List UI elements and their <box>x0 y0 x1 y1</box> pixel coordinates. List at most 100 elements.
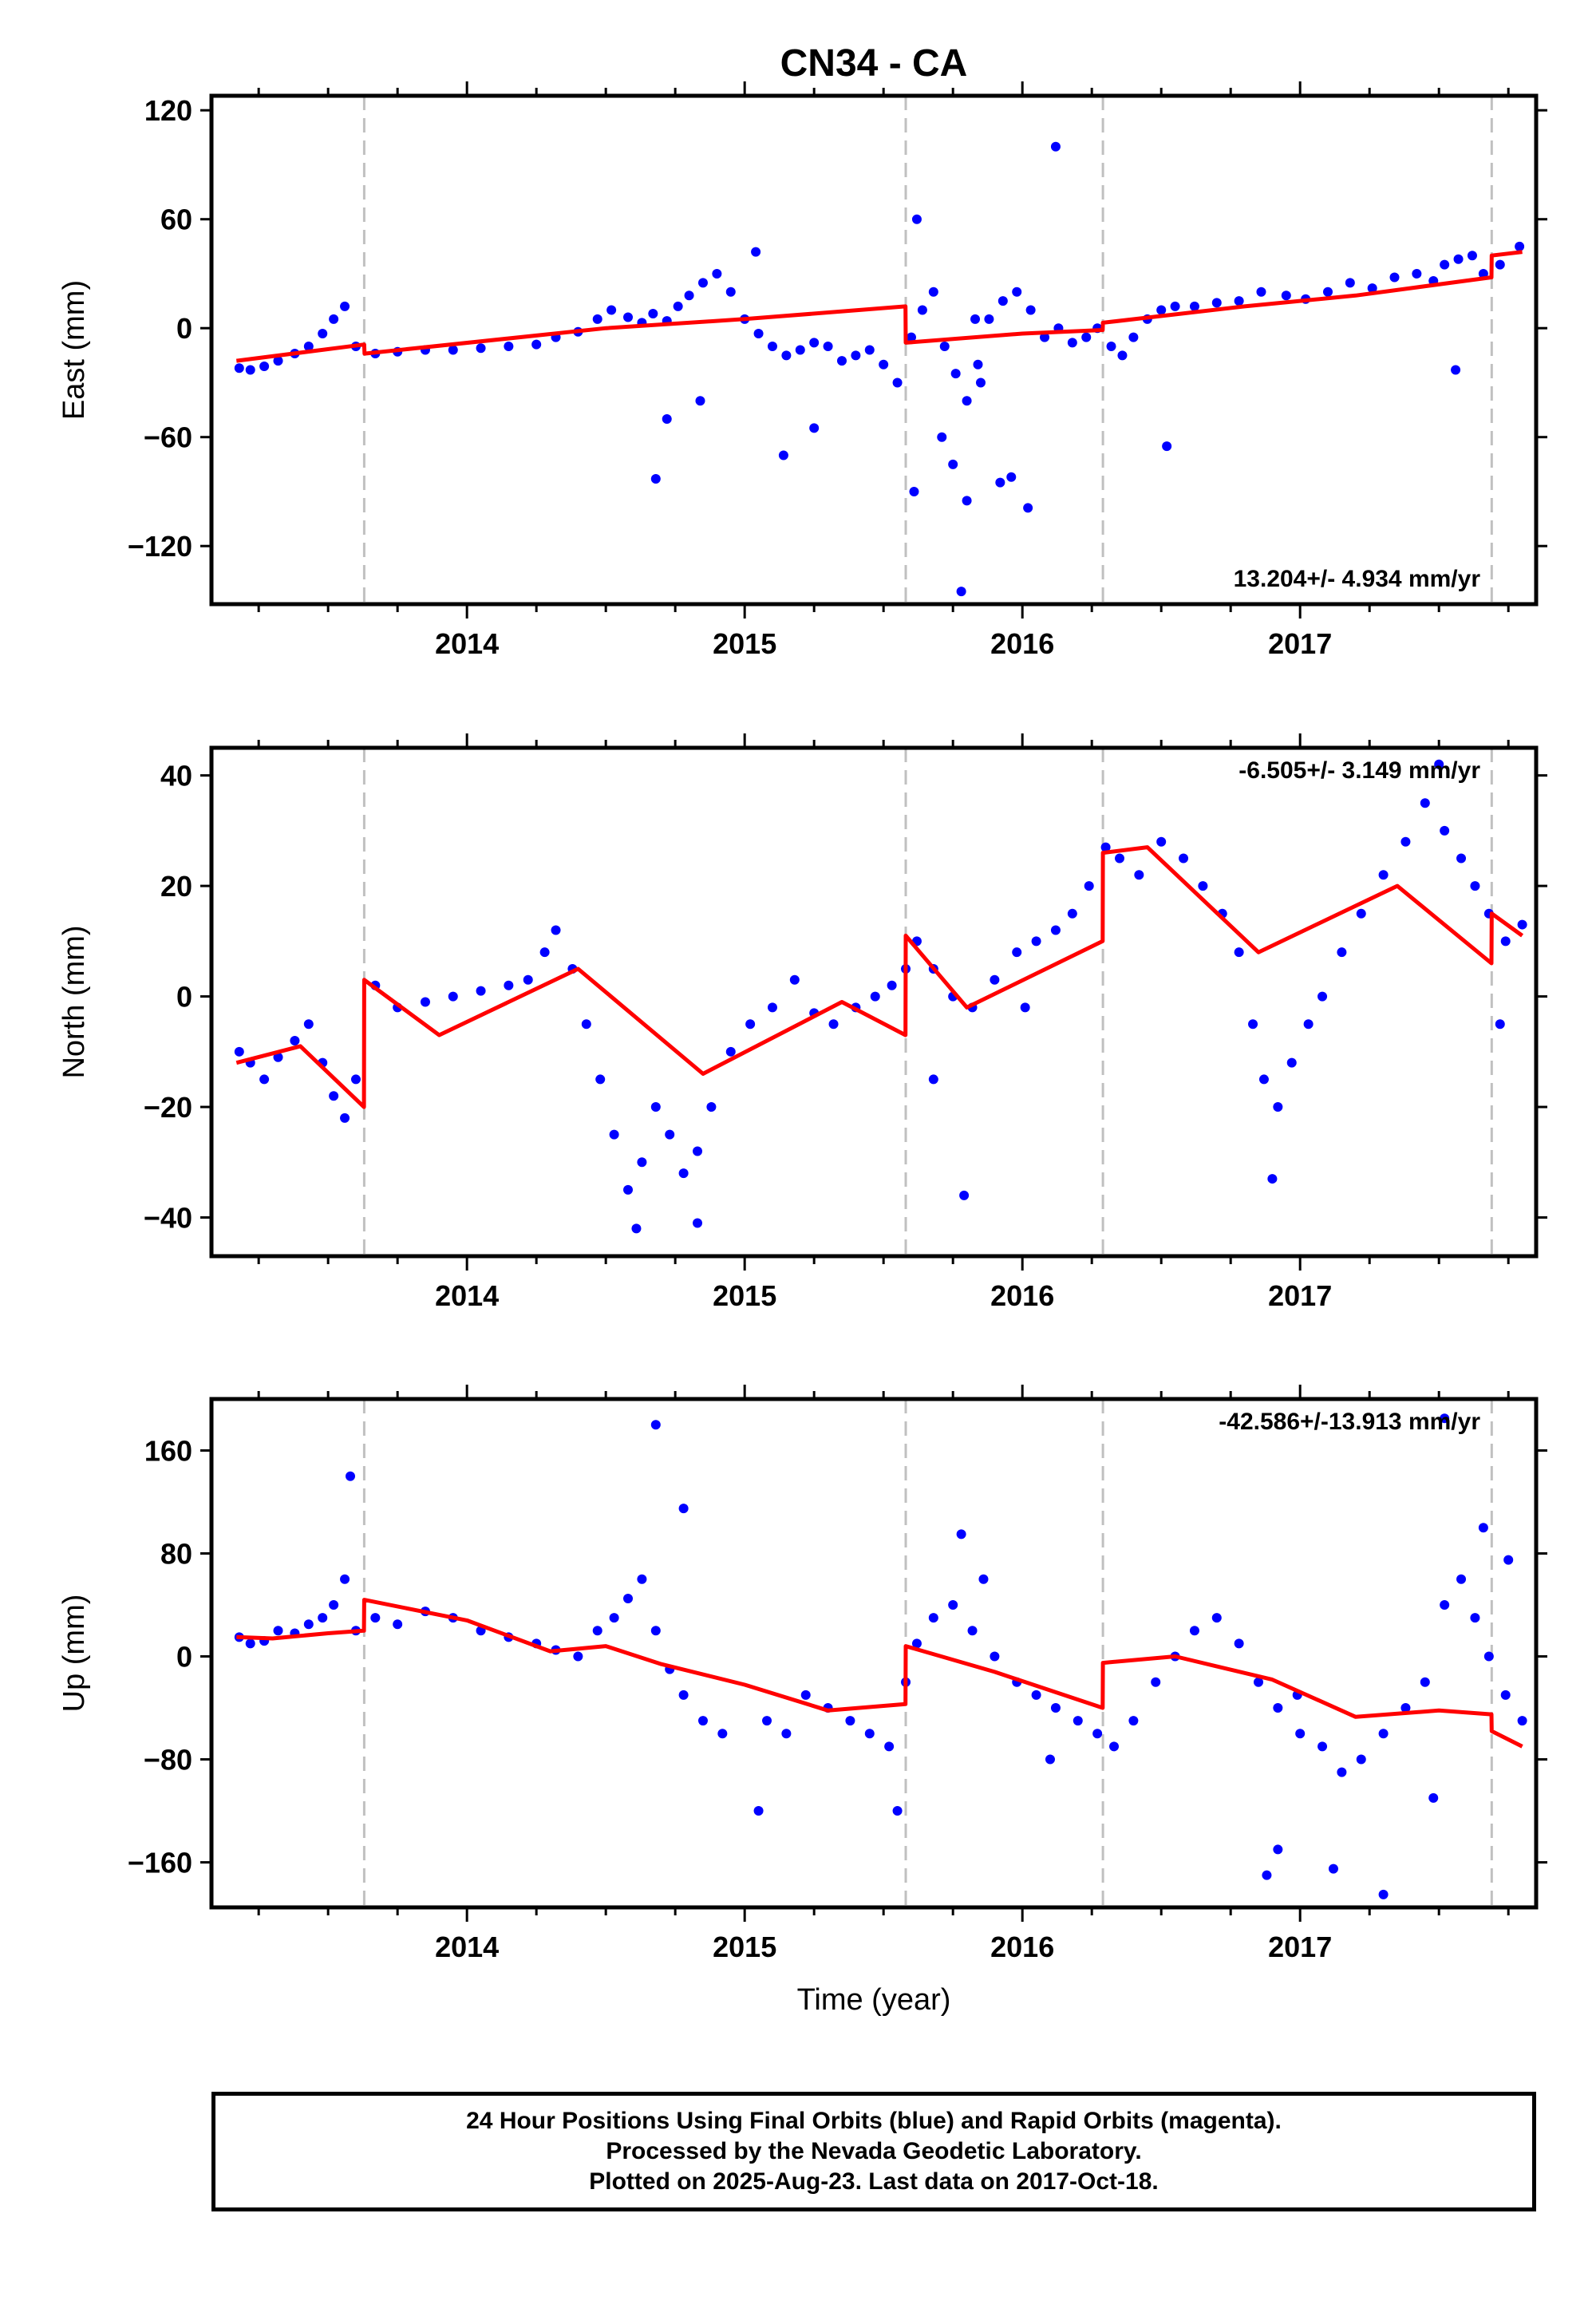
data-point <box>1273 1844 1283 1855</box>
data-point <box>595 1074 606 1085</box>
data-point <box>845 1716 855 1726</box>
data-point <box>887 980 897 990</box>
x-tick-label: 2016 <box>990 1931 1054 1963</box>
data-point <box>606 305 617 315</box>
data-point <box>523 974 533 985</box>
data-point <box>911 1638 922 1649</box>
data-point <box>1128 332 1139 342</box>
data-point <box>1517 1716 1527 1726</box>
data-point <box>1367 283 1377 294</box>
data-point <box>911 214 922 224</box>
data-point <box>1337 947 1347 958</box>
data-point <box>795 345 805 355</box>
data-point <box>751 247 761 257</box>
data-point <box>1100 842 1111 852</box>
y-tick-label: 0 <box>176 312 192 345</box>
data-point <box>928 1613 938 1623</box>
data-point <box>693 1146 703 1156</box>
data-point <box>1134 870 1144 880</box>
velocity-rate-label: -42.586+/-13.913 mm/yr <box>1219 1409 1480 1435</box>
data-point <box>1478 1523 1488 1533</box>
y-tick-label: −60 <box>144 421 192 454</box>
footer-line-3: Plotted on 2025-Aug-23. Last data on 201… <box>589 2168 1159 2195</box>
data-point <box>928 1074 938 1085</box>
data-point <box>290 1035 300 1045</box>
data-point <box>1420 1677 1430 1687</box>
data-point <box>1389 272 1400 283</box>
data-point <box>851 350 861 361</box>
data-point <box>1378 1729 1389 1739</box>
y-tick-label: −80 <box>144 1744 192 1777</box>
data-point <box>1151 1677 1161 1687</box>
data-point <box>1189 301 1199 311</box>
data-point <box>1412 268 1422 279</box>
data-point <box>1073 1716 1083 1726</box>
data-point <box>1117 350 1128 361</box>
data-point <box>234 1046 244 1057</box>
data-point <box>318 329 328 339</box>
data-point <box>884 1741 895 1752</box>
data-point <box>1262 1870 1272 1880</box>
data-point <box>1400 836 1411 847</box>
y-tick-label: 60 <box>160 204 192 236</box>
data-point <box>1440 825 1450 836</box>
x-tick-label: 2017 <box>1268 627 1332 660</box>
data-point <box>234 363 244 373</box>
data-point <box>329 314 339 324</box>
data-point <box>1020 1002 1030 1013</box>
data-point <box>273 356 283 366</box>
data-point <box>650 474 661 484</box>
data-point <box>1440 1600 1450 1611</box>
data-point <box>939 341 950 351</box>
data-point <box>1273 1102 1283 1113</box>
footer-line-2: Processed by the Nevada Geodetic Laborat… <box>606 2138 1142 2164</box>
x-tick-label: 2015 <box>713 1279 776 1312</box>
data-point <box>592 1626 602 1636</box>
data-point <box>340 301 350 311</box>
data-point <box>346 1471 356 1481</box>
data-point <box>1234 1638 1244 1649</box>
data-point <box>809 423 820 433</box>
data-point <box>1050 141 1061 152</box>
data-point <box>1156 836 1167 847</box>
data-point <box>648 309 658 318</box>
data-point <box>1328 1863 1338 1874</box>
data-point <box>245 365 255 375</box>
y-tick-label: 40 <box>160 760 192 792</box>
data-point <box>1256 287 1266 297</box>
data-point <box>303 1019 314 1030</box>
data-point <box>1084 881 1094 891</box>
data-point <box>781 350 792 361</box>
data-point <box>725 1046 736 1057</box>
data-point <box>823 341 833 351</box>
data-point <box>906 332 916 342</box>
data-point <box>1189 1626 1199 1636</box>
x-tick-label: 2014 <box>435 1931 499 1963</box>
data-point <box>504 980 514 990</box>
data-point <box>725 287 736 297</box>
data-point <box>1273 1703 1283 1713</box>
data-point <box>948 1600 958 1611</box>
y-tick-label: 0 <box>176 1641 192 1674</box>
data-point <box>695 396 705 406</box>
data-point <box>937 432 947 442</box>
data-point <box>623 1593 634 1603</box>
velocity-rate-label: 13.204+/- 4.934 mm/yr <box>1234 566 1481 592</box>
data-point <box>650 1626 661 1636</box>
data-point <box>448 345 458 355</box>
data-point <box>1281 290 1291 301</box>
data-point <box>1067 338 1077 348</box>
data-point <box>539 947 550 958</box>
x-tick-label: 2014 <box>435 1279 499 1312</box>
x-tick-label: 2016 <box>990 627 1054 660</box>
data-point <box>1006 472 1017 482</box>
y-tick-label: −120 <box>128 530 192 563</box>
data-point <box>697 278 708 288</box>
data-point <box>1106 341 1116 351</box>
data-point <box>1267 1174 1278 1184</box>
data-point <box>1483 1651 1494 1662</box>
data-point <box>1179 853 1189 864</box>
data-point <box>1040 332 1050 342</box>
data-point <box>1025 305 1036 315</box>
data-point <box>693 1218 703 1228</box>
